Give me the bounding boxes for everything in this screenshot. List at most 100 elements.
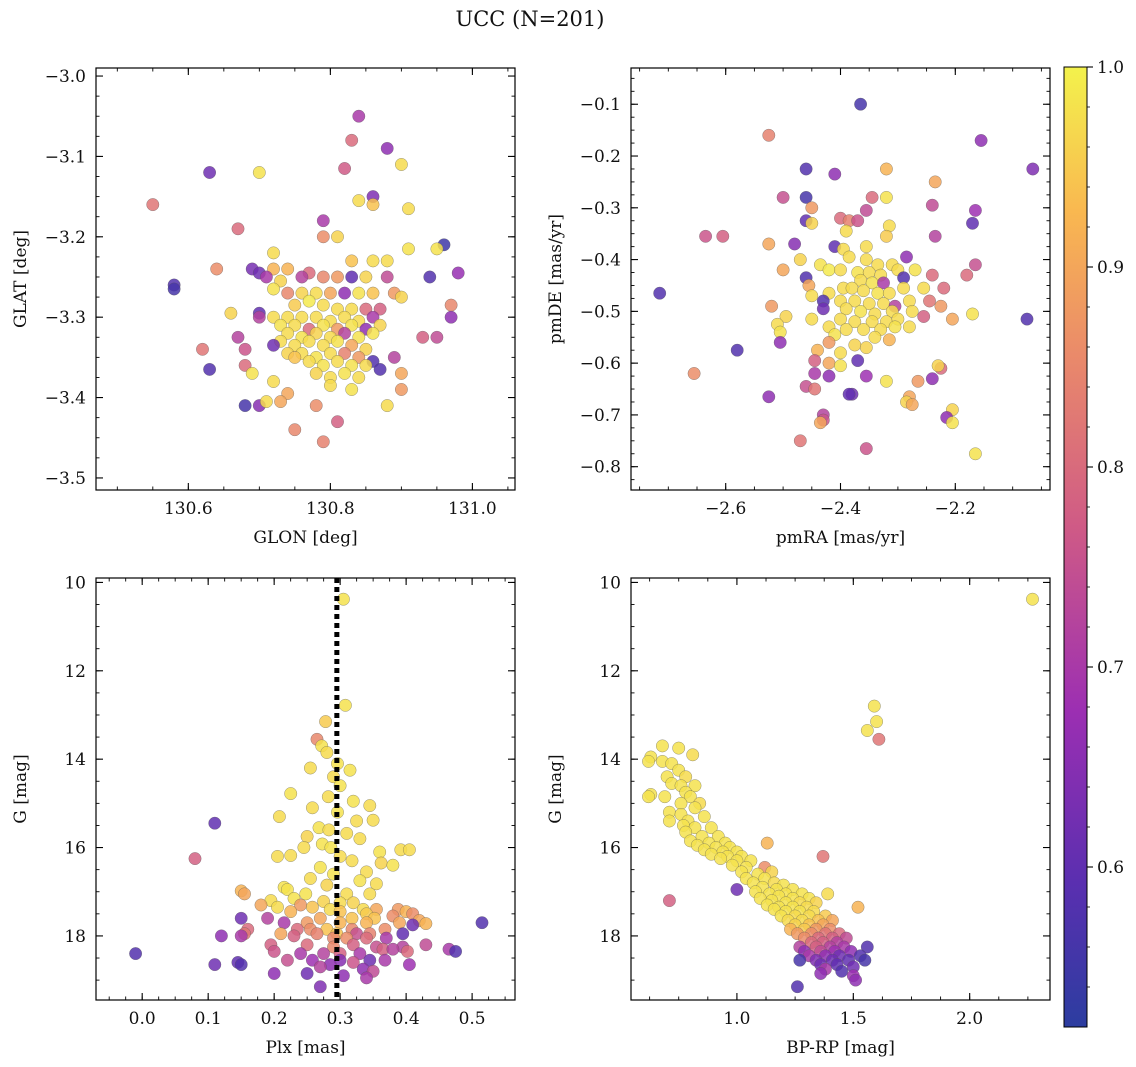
data-point xyxy=(686,748,700,762)
y-tick-label: −0.7 xyxy=(580,406,621,426)
data-point xyxy=(828,167,842,181)
data-point xyxy=(662,894,676,908)
x-tick-label: 0.4 xyxy=(393,1009,420,1029)
data-point xyxy=(313,980,327,994)
data-point xyxy=(790,980,804,994)
data-point xyxy=(834,346,847,360)
data-point xyxy=(966,216,979,230)
x-tick-label: 130.8 xyxy=(306,499,355,519)
data-point xyxy=(674,796,688,810)
data-point xyxy=(322,823,336,837)
data-point xyxy=(704,821,718,835)
data-point xyxy=(877,276,890,290)
data-point xyxy=(369,877,383,891)
x-tick-label: 1.0 xyxy=(723,1009,750,1029)
data-point xyxy=(1026,162,1040,176)
axes-frame xyxy=(630,577,1051,1001)
data-point xyxy=(320,746,334,759)
x-tick-label: 130.6 xyxy=(164,499,213,519)
data-point xyxy=(323,379,337,392)
data-point xyxy=(345,254,359,268)
data-point xyxy=(386,942,400,956)
data-point xyxy=(252,166,266,179)
data-point xyxy=(281,286,295,300)
data-point xyxy=(338,162,352,175)
data-point xyxy=(352,109,366,123)
data-point xyxy=(857,323,870,336)
data-point xyxy=(793,953,807,967)
data-point xyxy=(234,911,248,925)
data-point xyxy=(299,887,313,901)
data-point xyxy=(822,356,836,370)
data-point xyxy=(316,230,330,244)
data-point xyxy=(859,203,873,217)
panel-glon-glat: 130.6 130.8 131.0 −3.0 −3.1 −3.2 −3.3 −3.4 −3.5 G… xyxy=(11,67,516,548)
data-point xyxy=(379,931,393,945)
data-point xyxy=(360,931,373,945)
data-point xyxy=(857,284,870,298)
data-point xyxy=(842,250,856,264)
data-point xyxy=(822,335,836,349)
data-point xyxy=(302,294,316,308)
data-point xyxy=(879,374,893,388)
data-point xyxy=(280,883,294,896)
data-point xyxy=(760,836,774,850)
data-point xyxy=(688,779,702,793)
data-point xyxy=(317,947,331,961)
x-tick-label: −2.4 xyxy=(820,499,861,519)
data-point xyxy=(966,307,979,321)
data-point xyxy=(848,315,862,329)
x-tick-label: 2.0 xyxy=(956,1009,983,1029)
x-tick-label: 0.0 xyxy=(129,1009,156,1029)
data-point xyxy=(352,371,366,384)
data-point xyxy=(960,268,974,282)
x-axis-label: GLON [deg] xyxy=(253,528,357,548)
data-point xyxy=(882,286,896,300)
data-point xyxy=(267,246,280,260)
points-plx-g xyxy=(129,592,489,994)
x-tick-label: 0.5 xyxy=(459,1009,486,1029)
data-point xyxy=(394,290,408,304)
data-point xyxy=(294,947,308,961)
colorbar-tick-label: 0.8 xyxy=(1097,458,1124,478)
data-point xyxy=(430,330,444,344)
data-point xyxy=(430,242,444,256)
data-point xyxy=(352,286,366,300)
data-point xyxy=(808,382,822,396)
data-point xyxy=(338,366,352,380)
data-point xyxy=(925,198,939,212)
data-point xyxy=(402,242,415,256)
data-point xyxy=(363,887,377,901)
y-tick-label: −0.2 xyxy=(580,147,621,167)
data-point xyxy=(267,282,280,296)
data-point xyxy=(321,790,335,804)
data-point xyxy=(805,312,819,326)
x-tick-label: 0.2 xyxy=(261,1009,288,1029)
data-point xyxy=(799,190,813,204)
data-point xyxy=(196,342,209,356)
data-point xyxy=(394,158,408,171)
data-point xyxy=(834,312,847,326)
data-point xyxy=(316,270,330,284)
data-point xyxy=(730,883,744,896)
data-point xyxy=(793,434,807,448)
data-point xyxy=(882,333,896,347)
data-point xyxy=(224,306,238,320)
data-point xyxy=(655,739,669,753)
data-point xyxy=(238,887,251,901)
data-point xyxy=(642,754,655,768)
data-point xyxy=(310,927,324,941)
data-point xyxy=(331,270,344,284)
y-tick-label: −0.4 xyxy=(580,251,621,271)
x-tick-label: −2.6 xyxy=(705,499,746,519)
data-point xyxy=(931,359,945,373)
data-point xyxy=(274,927,288,941)
data-point xyxy=(845,281,859,295)
data-point xyxy=(288,350,302,364)
data-point xyxy=(345,911,359,925)
data-point xyxy=(316,214,330,228)
data-point xyxy=(338,698,352,712)
colorbar-tick-label: 1.0 xyxy=(1097,58,1124,78)
data-point xyxy=(917,310,931,323)
data-point xyxy=(303,761,317,775)
